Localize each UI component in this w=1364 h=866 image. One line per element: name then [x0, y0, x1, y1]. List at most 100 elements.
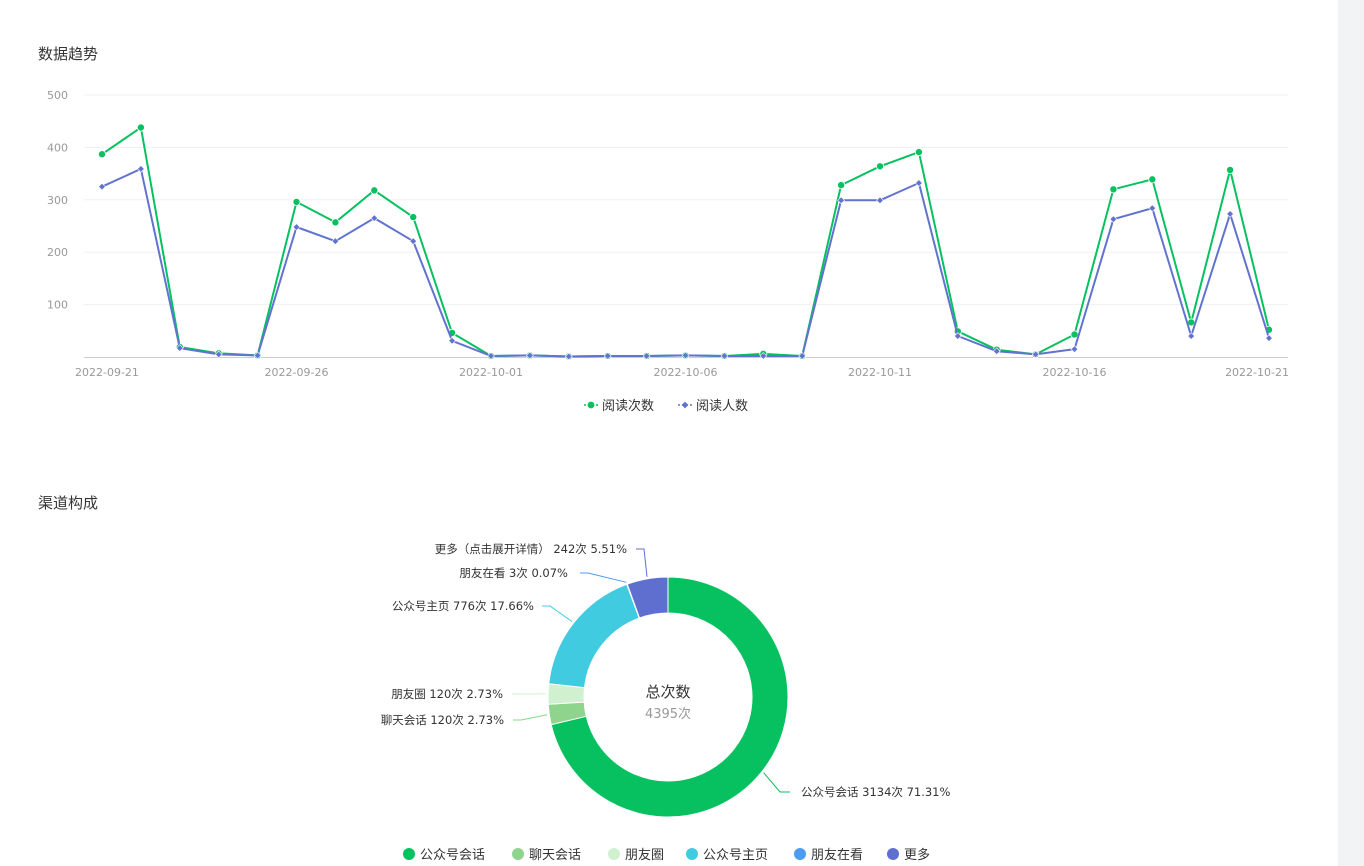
donut-slice-1[interactable] — [550, 576, 789, 818]
data-point[interactable] — [915, 179, 923, 187]
legend-dot — [686, 848, 698, 860]
data-point[interactable] — [1109, 185, 1118, 194]
data-point[interactable] — [137, 165, 145, 173]
channel-donut-chart: 公众号会话 3134次 71.31% 聊天会话 120次 2.73% 朋友圈 120… — [381, 542, 951, 863]
legend-marker-circle — [587, 401, 595, 409]
x-tick-label: 2022-10-16 — [1043, 366, 1107, 379]
legend-label: 公众号会话 — [420, 848, 485, 863]
trend-line-chart: 100 200 300 400 500 2022-09-21 2022-09-26 2022-… — [47, 89, 1289, 414]
data-point[interactable] — [914, 148, 923, 157]
x-tick-label: 2022-10-21 — [1225, 366, 1289, 379]
data-point[interactable] — [1187, 332, 1196, 340]
data-point[interactable] — [642, 352, 651, 360]
data-point[interactable] — [1226, 210, 1234, 218]
donut-center-title: 总次数 — [645, 683, 690, 701]
data-point[interactable] — [526, 351, 534, 360]
legend-dot — [887, 848, 899, 860]
data-point[interactable] — [409, 213, 418, 222]
legend-label: 阅读人数 — [696, 399, 748, 414]
data-point[interactable] — [292, 223, 301, 231]
data-point[interactable] — [487, 352, 495, 360]
data-point[interactable] — [798, 352, 807, 360]
legend-label: 朋友圈 — [625, 847, 664, 863]
leader-line — [763, 772, 790, 793]
data-point[interactable] — [837, 196, 845, 205]
data-point[interactable] — [759, 352, 768, 360]
legend-dot — [512, 848, 524, 860]
legend-dot — [794, 848, 806, 860]
data-point[interactable] — [1031, 350, 1040, 359]
legend-label: 朋友在看 — [811, 847, 863, 863]
data-point[interactable] — [331, 218, 340, 227]
donut-slice-6[interactable] — [626, 576, 669, 619]
donut-center-value: 4395次 — [645, 706, 691, 722]
leader-line — [542, 605, 573, 623]
data-point[interactable] — [1265, 334, 1273, 342]
slice-label: 更多（点击展开详情） 242次 5.51% — [435, 542, 627, 556]
data-point[interactable] — [876, 162, 885, 171]
data-point[interactable] — [564, 352, 573, 361]
slice-label: 聊天会话 120次 2.73% — [381, 713, 504, 727]
leader-line — [513, 714, 548, 721]
data-point[interactable] — [98, 182, 106, 191]
legend-label: 公众号主页 — [703, 848, 768, 863]
legend-dot — [608, 848, 620, 860]
legend-label: 聊天会话 — [529, 848, 581, 863]
slice-label: 朋友圈 120次 2.73% — [391, 687, 503, 701]
x-tick-label: 2022-09-21 — [75, 366, 139, 379]
leader-line — [636, 548, 648, 577]
pie-legend-item-2[interactable]: 聊天会话 — [512, 848, 581, 863]
data-point[interactable] — [214, 350, 223, 359]
legend-label: 更多 — [904, 847, 930, 863]
legend-marker-diamond — [681, 401, 689, 409]
legend-item-2[interactable]: 阅读人数 — [678, 399, 748, 414]
x-tick-label: 2022-10-11 — [848, 366, 912, 379]
data-point[interactable] — [253, 351, 262, 360]
data-point[interactable] — [175, 344, 184, 352]
legend-label: 阅读次数 — [602, 398, 654, 414]
leader-line — [580, 572, 627, 583]
slice-label: 公众号会话 3134次 71.31% — [801, 785, 950, 799]
data-point[interactable] — [681, 351, 690, 360]
data-point[interactable] — [953, 332, 962, 340]
data-point[interactable] — [1148, 175, 1157, 184]
data-point[interactable] — [1109, 215, 1118, 224]
data-point[interactable] — [992, 347, 1001, 356]
x-tick-label: 2022-10-01 — [459, 366, 523, 379]
slice-label: 朋友在看 3次 0.07% — [459, 566, 568, 580]
y-tick-label: 100 — [47, 299, 68, 312]
data-point[interactable] — [720, 352, 729, 360]
y-tick-label: 400 — [47, 141, 68, 154]
slice-label: 公众号主页 776次 17.66% — [392, 599, 534, 613]
data-point[interactable] — [1070, 345, 1079, 353]
pie-legend-item-3[interactable]: 朋友圈 — [608, 847, 664, 863]
x-tick-label: 2022-09-26 — [265, 366, 329, 379]
pie-legend-item-4[interactable]: 公众号主页 — [686, 848, 768, 863]
data-point[interactable] — [409, 237, 418, 246]
right-scroll-strip — [1338, 0, 1364, 866]
legend-dot — [403, 848, 415, 860]
donut-slice-4[interactable] — [548, 583, 640, 689]
trend-section-title: 数据趋势 — [38, 45, 99, 63]
data-point[interactable] — [1226, 165, 1235, 174]
data-point[interactable] — [448, 336, 456, 345]
y-tick-label: 300 — [47, 194, 68, 207]
pie-legend-item-5[interactable]: 朋友在看 — [794, 847, 863, 863]
x-tick-label: 2022-10-06 — [654, 366, 718, 379]
data-point[interactable] — [331, 237, 340, 246]
pie-legend-item-1[interactable]: 公众号会话 — [403, 848, 485, 863]
data-point[interactable] — [370, 186, 379, 195]
data-point[interactable] — [292, 197, 301, 206]
data-point[interactable] — [370, 214, 379, 222]
data-point[interactable] — [837, 181, 846, 190]
y-tick-label: 500 — [47, 89, 68, 102]
data-point[interactable] — [136, 123, 145, 132]
data-point[interactable] — [1148, 204, 1157, 213]
data-point[interactable] — [603, 352, 612, 360]
data-point[interactable] — [876, 196, 884, 205]
y-tick-label: 200 — [47, 246, 68, 259]
channel-section-title: 渠道构成 — [38, 494, 99, 512]
pie-legend-item-6[interactable]: 更多 — [887, 847, 930, 863]
data-point[interactable] — [98, 150, 107, 159]
legend-item-1[interactable]: 阅读次数 — [584, 398, 654, 414]
